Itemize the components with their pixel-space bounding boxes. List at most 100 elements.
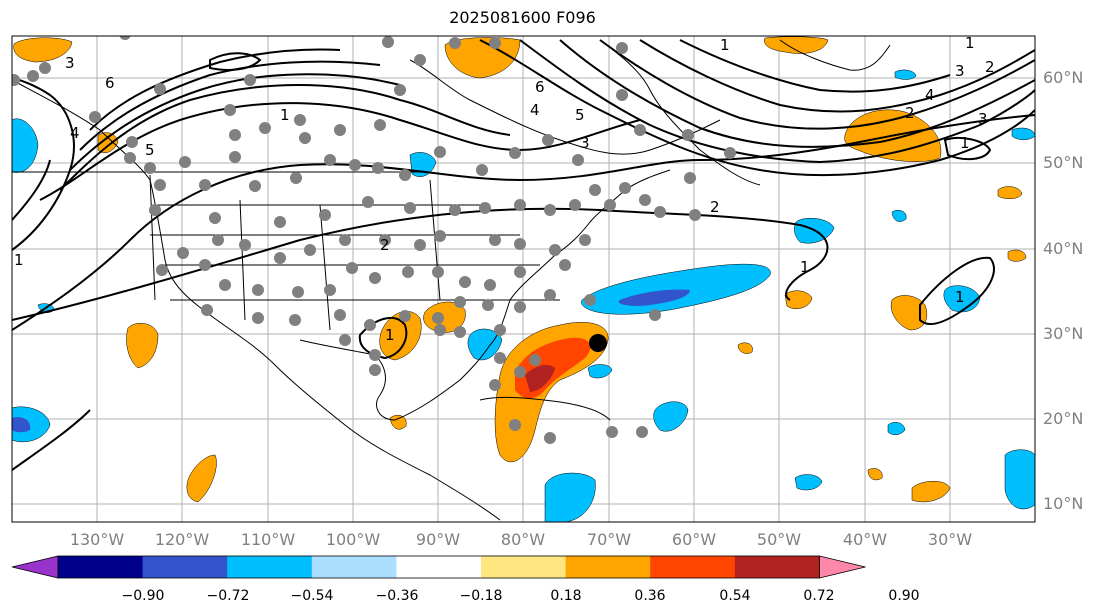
station-dot	[212, 234, 224, 246]
station-dot	[454, 296, 466, 308]
station-dot	[339, 334, 351, 346]
station-dot	[304, 244, 316, 256]
colorbar-tick: −0.18	[460, 588, 503, 604]
station-dot	[579, 234, 591, 246]
station-dot	[684, 172, 696, 184]
lon-label: 40°W	[843, 530, 887, 549]
station-dot	[244, 74, 256, 86]
station-dot	[369, 349, 381, 361]
station-dot	[544, 432, 556, 444]
colorbar-segment	[565, 556, 651, 578]
station-dot	[544, 289, 556, 301]
colorbar-tick: −0.54	[291, 588, 334, 604]
station-dot	[209, 212, 221, 224]
station-dot	[292, 286, 304, 298]
contour-label: 1	[960, 134, 970, 152]
station-dot	[509, 147, 521, 159]
station-dot	[346, 262, 358, 274]
station-dot	[119, 36, 131, 40]
lon-label: 120°W	[155, 530, 210, 549]
station-dot	[290, 172, 302, 184]
station-dot	[529, 354, 541, 366]
contour-label: 4	[925, 86, 935, 104]
contour-label: 5	[575, 106, 585, 124]
station-dot	[682, 129, 694, 141]
station-dot	[249, 180, 261, 192]
contour-label: 1	[385, 326, 395, 344]
station-dot	[414, 239, 426, 251]
station-dot	[606, 426, 618, 438]
contour-label: 4	[530, 101, 540, 119]
anomaly-shading	[12, 36, 1035, 522]
station-dot	[369, 272, 381, 284]
station-dot	[126, 136, 138, 148]
station-dot	[339, 234, 351, 246]
station-markers	[12, 36, 736, 444]
colorbar-tick: −0.72	[207, 588, 250, 604]
station-dot	[489, 234, 501, 246]
station-dot	[584, 294, 596, 306]
station-dot	[449, 204, 461, 216]
station-dot	[89, 111, 101, 123]
colorbar	[11, 555, 866, 579]
lon-label: 130°W	[70, 530, 125, 549]
colorbar-tick: 0.18	[550, 588, 581, 604]
station-dot	[252, 284, 264, 296]
contour-label: 3	[580, 134, 590, 152]
station-dot	[514, 301, 526, 313]
station-dot	[224, 104, 236, 116]
station-dot	[616, 42, 628, 54]
lat-label: 50°N	[1043, 153, 1083, 172]
station-dot	[434, 324, 446, 336]
contour-lines	[12, 39, 1035, 471]
station-dot	[124, 152, 136, 164]
station-dot	[649, 309, 661, 321]
station-dot	[689, 209, 701, 221]
contour-label: 6	[535, 78, 545, 96]
station-dot	[229, 151, 241, 163]
station-dot	[434, 146, 446, 158]
station-dot	[432, 266, 444, 278]
station-dot	[616, 89, 628, 101]
colorbar-segment	[58, 556, 144, 578]
lon-label: 70°W	[587, 530, 631, 549]
contour-label: 6	[105, 74, 115, 92]
station-dot	[349, 159, 361, 171]
colorbar-tick: 0.90	[888, 588, 919, 604]
station-dot	[402, 266, 414, 278]
station-dot	[459, 276, 471, 288]
station-dot	[489, 37, 501, 49]
colorbar-segment	[396, 556, 482, 578]
station-dot	[294, 114, 306, 126]
station-dot	[289, 314, 301, 326]
station-dot	[414, 54, 426, 66]
station-dot	[514, 266, 526, 278]
station-dot	[636, 426, 648, 438]
station-dot	[489, 379, 501, 391]
station-dot	[479, 202, 491, 214]
contour-label: 3	[65, 54, 75, 72]
station-dot	[274, 252, 286, 264]
station-dot	[476, 164, 488, 176]
colorbar-tick: 0.54	[719, 588, 750, 604]
contour-label: 5	[145, 141, 155, 159]
colorbar-tick: 0.36	[634, 588, 665, 604]
station-dot	[404, 202, 416, 214]
lon-label: 80°W	[501, 530, 545, 549]
lat-label: 10°N	[1043, 494, 1083, 513]
station-dot	[299, 132, 311, 144]
map-title: 2025081600 F096	[449, 8, 596, 27]
station-dot	[399, 169, 411, 181]
station-dot	[589, 184, 601, 196]
latitude-labels: 10°N 20°N 30°N 40°N 50°N 60°N	[1043, 68, 1083, 513]
station-dot	[494, 352, 506, 364]
lat-label: 30°N	[1043, 324, 1083, 343]
lat-label: 20°N	[1043, 409, 1083, 428]
station-dot	[572, 154, 584, 166]
storm-center-marker	[589, 334, 607, 352]
colorbar-tick: −0.90	[122, 588, 165, 604]
station-dot	[724, 147, 736, 159]
station-dot	[514, 199, 526, 211]
station-dot	[362, 196, 374, 208]
station-dot	[144, 162, 156, 174]
